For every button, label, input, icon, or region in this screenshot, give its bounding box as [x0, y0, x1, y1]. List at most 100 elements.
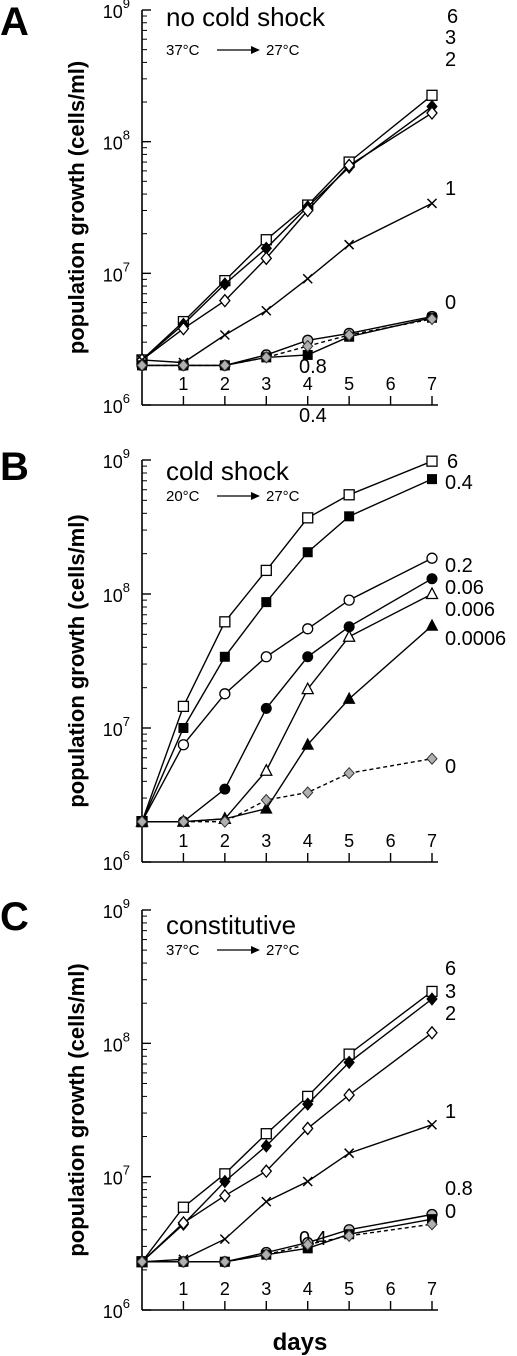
arrow-head	[251, 492, 260, 500]
series-label: 0.4	[299, 405, 327, 427]
series-label: 0.006	[445, 599, 495, 621]
chart-title: cold shock	[166, 456, 290, 486]
y-tick-label: 108	[103, 1029, 130, 1055]
data-point-0.006	[301, 681, 315, 695]
series-label: 0	[445, 756, 456, 778]
series-label: 0.0006	[445, 628, 506, 650]
data-point-0.0006	[259, 801, 273, 814]
data-point-1	[344, 1148, 355, 1159]
data-point-0	[426, 1217, 438, 1231]
series-label: 3	[445, 981, 456, 1003]
data-point-0.2	[260, 651, 272, 663]
data-point-0.2	[219, 688, 231, 700]
y-axis-label: population growth (cells/ml)	[64, 514, 89, 807]
x-tick-label: 4	[303, 831, 313, 851]
y-tick-label: 107	[103, 1163, 130, 1189]
data-point-0.2	[426, 552, 438, 564]
data-point-0	[219, 815, 231, 828]
data-point-0	[219, 359, 231, 372]
data-point-2	[343, 158, 355, 173]
data-point-0.2	[177, 739, 190, 751]
data-point-1	[302, 1176, 313, 1187]
x-tick-label: 1	[178, 1279, 188, 1299]
data-point-6	[260, 1128, 272, 1140]
data-point-2	[426, 106, 438, 121]
data-point-2	[426, 1025, 438, 1040]
data-point-2	[301, 203, 314, 218]
x-tick-label: 6	[386, 831, 396, 851]
x-tick-label: 3	[261, 1279, 271, 1299]
series-line-6	[141, 460, 433, 822]
series-label: 0	[445, 292, 456, 314]
data-point-3	[302, 1097, 314, 1111]
x-tick-label: 3	[261, 831, 271, 851]
data-point-0	[302, 339, 314, 353]
series-label: 0.4	[445, 472, 473, 494]
subtitle-from-temp: 37°C	[166, 42, 200, 59]
series-line-0.2	[141, 557, 433, 823]
data-point-6	[177, 1201, 190, 1213]
data-point-0.4	[219, 651, 230, 662]
y-tick-label: 109	[103, 0, 130, 22]
x-tick-label: 6	[386, 1279, 396, 1299]
data-point-3	[260, 1139, 272, 1153]
series-line-0	[142, 1223, 433, 1263]
data-point-2	[260, 251, 273, 266]
x-tick-label: 7	[427, 1279, 437, 1299]
series-label: 0.8	[299, 356, 327, 378]
panel-letter: A	[0, 0, 29, 44]
data-point-0.4	[178, 723, 189, 733]
series-label: 6	[447, 6, 458, 28]
subtitle-to-temp: 27°C	[266, 942, 300, 959]
data-point-6	[426, 455, 438, 467]
x-tick-label: 5	[344, 374, 354, 394]
chart-title: no cold shock	[166, 2, 326, 32]
data-point-0.4	[427, 474, 437, 485]
data-point-0.2	[302, 623, 314, 635]
data-point-6	[426, 89, 438, 101]
data-point-0	[426, 312, 438, 326]
x-tick-label: 5	[344, 831, 354, 851]
series-line-0	[142, 758, 433, 823]
x-tick-label: 1	[178, 831, 188, 851]
data-point-0	[426, 752, 438, 765]
data-point-1	[426, 1119, 438, 1130]
y-axis-label: population growth (cells/ml)	[64, 61, 89, 354]
series-label: 0.8	[445, 1178, 473, 1200]
series-label: 1	[445, 1101, 456, 1123]
series-label: 3	[445, 27, 456, 49]
data-point-2	[301, 1121, 314, 1136]
x-tick-label: 1	[178, 374, 188, 394]
y-tick-label: 106	[103, 1296, 130, 1322]
data-point-0	[343, 1229, 355, 1243]
data-point-6	[177, 700, 190, 713]
data-point-1	[426, 198, 438, 209]
data-point-0.06	[426, 573, 438, 585]
y-tick-label: 108	[103, 580, 130, 606]
data-point-0.4	[302, 547, 313, 558]
y-tick-label: 108	[103, 128, 130, 154]
chart-title: constitutive	[166, 910, 296, 940]
subtitle-to-temp: 27°C	[266, 42, 300, 59]
series-label: 0.06	[445, 577, 484, 599]
data-point-0.0006	[342, 691, 356, 704]
data-point-0	[136, 1255, 148, 1269]
data-point-0.0006	[301, 737, 315, 750]
panel-letter: B	[0, 445, 29, 489]
y-tick-label: 109	[103, 446, 130, 472]
series-line-1	[141, 1124, 433, 1263]
arrow-head	[251, 946, 260, 954]
data-point-3	[343, 1055, 355, 1070]
data-point-0.006	[259, 763, 273, 776]
data-point-0	[260, 793, 272, 807]
data-point-1	[344, 239, 355, 250]
data-point-0	[219, 1255, 231, 1269]
data-point-2	[177, 321, 190, 336]
y-tick-label: 107	[103, 259, 130, 285]
data-point-0	[177, 1255, 190, 1269]
x-axis-label: days	[273, 1329, 328, 1356]
data-point-1	[219, 329, 230, 341]
data-point-2	[219, 293, 231, 308]
y-tick-label: 109	[103, 896, 130, 922]
